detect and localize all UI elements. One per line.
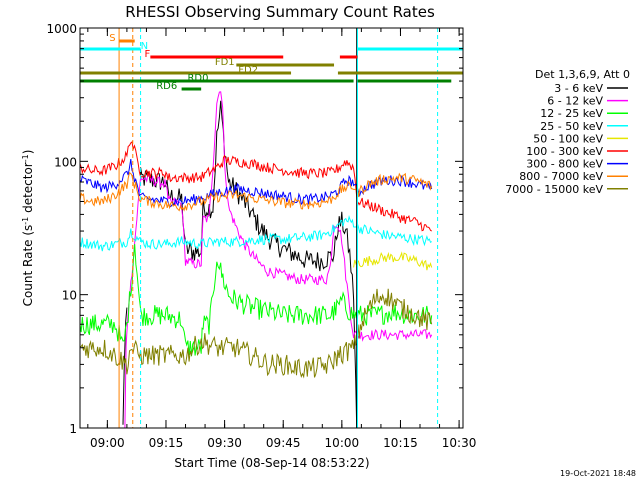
legend-entry-label: 7000 - 15000 keV [505, 183, 603, 196]
timestamp: 19-Oct-2021 18:48 [560, 469, 636, 478]
x-tick-label: 09:00 [90, 436, 125, 450]
y-axis-label: Count Rate (s-1 detector-1) [21, 150, 35, 307]
legend-entry-label: 800 - 7000 keV [519, 170, 603, 183]
series-line-3 [79, 244, 433, 357]
flag-label-fd2: FD2 [238, 65, 258, 76]
y-axis-label-sup1: -1 [21, 217, 30, 225]
y-tick-label: 1000 [46, 22, 77, 36]
flag-label-s: S [109, 33, 115, 44]
x-tick-label: 09:45 [266, 436, 301, 450]
legend-entry-label: 300 - 800 keV [526, 158, 603, 171]
x-tick-label: 10:30 [442, 436, 477, 450]
x-tick-label: 09:30 [207, 436, 242, 450]
y-axis-ticks: 1 10 100 1000 [46, 22, 463, 436]
legend-entry-label: 12 - 25 keV [540, 107, 603, 120]
x-tick-label: 10:00 [325, 436, 360, 450]
flag-label-n: N [141, 41, 148, 52]
series-line-9 [79, 288, 433, 379]
flag-label-rd6: RD6 [156, 81, 177, 92]
flag-label-rd0: RD0 [187, 73, 208, 84]
y-tick-label: 1 [69, 422, 77, 436]
y-axis-label-mid: detector [21, 162, 35, 217]
x-tick-label: 10:15 [383, 436, 418, 450]
x-tick-label: 09:15 [149, 436, 184, 450]
x-axis-ticks: 09:00 09:15 09:30 09:45 10:00 10:15 10:30 [87, 28, 477, 450]
series-line-4 [79, 214, 432, 252]
y-axis-label-main: Count Rate (s [21, 225, 35, 307]
x-axis-label: Start Time (08-Sep-14 08:53:22) [174, 456, 369, 470]
y-axis-label-sup2: -1 [21, 154, 30, 162]
legend-header: Det 1,3,6,9, Att 0 [535, 68, 630, 81]
legend-entry-label: 3 - 6 keV [554, 82, 603, 95]
legend-entry-label: 100 - 300 keV [526, 145, 603, 158]
flag-label-f: F [144, 49, 150, 60]
y-tick-label: 100 [54, 155, 77, 169]
legend-entry-label: 6 - 12 keV [547, 95, 603, 108]
series-line-6 [79, 140, 432, 232]
flag-label-fd1: FD1 [215, 57, 235, 68]
legend-entry-label: 25 - 50 keV [540, 120, 603, 133]
y-axis-label-end: ) [21, 150, 35, 155]
series-line-5 [353, 251, 433, 271]
plot-frame [79, 27, 464, 429]
y-tick-label: 10 [62, 289, 77, 303]
plot-area [79, 91, 433, 429]
legend-entry-label: 50 - 100 keV [533, 132, 603, 145]
series-line-8 [79, 171, 433, 212]
chart-title: RHESSI Observing Summary Count Rates [125, 3, 435, 21]
